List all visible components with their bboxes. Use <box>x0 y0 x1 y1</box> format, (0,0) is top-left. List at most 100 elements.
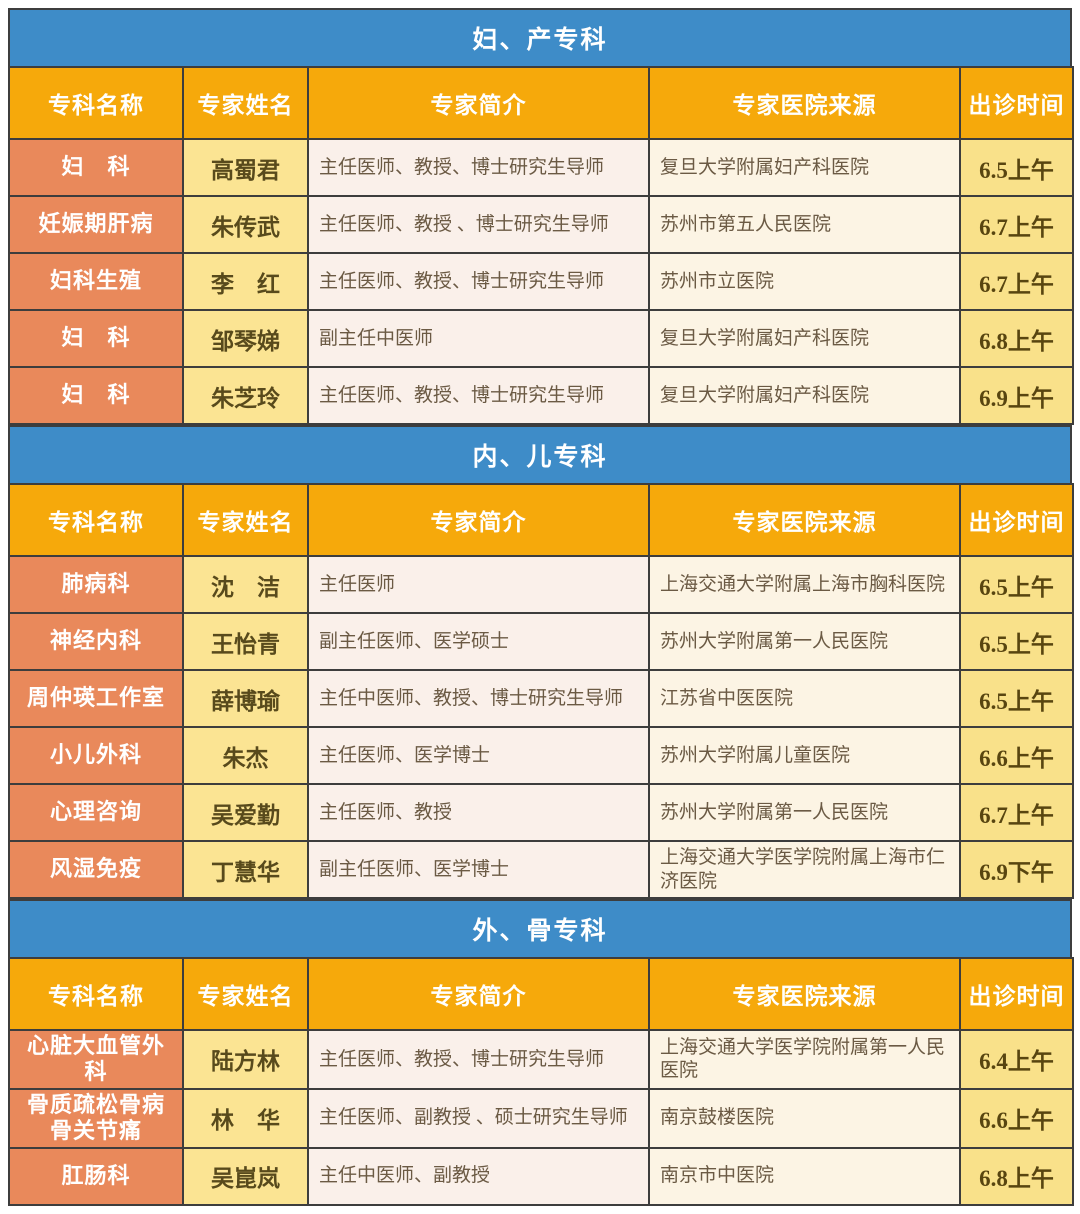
table-row: 神经内科 王怡青 副主任医师、医学硕士 苏州大学附属第一人民医院 6.5上午 <box>8 612 1074 671</box>
specialty-cell: 妇科生殖 <box>8 252 184 311</box>
table-row: 妇科生殖李 红主任医师、教授、博士研究生导师 苏州市立医院 6.7上午 <box>8 252 1074 311</box>
table-row: 肺病科沈 洁主任医师 上海交通大学附属上海市胸科医院 6.5上午 <box>8 555 1074 614</box>
table-row: 妇 科朱芝玲 主任医师、教授、博士研究生导师 复旦大学附属妇产科医院 6.9上午 <box>8 366 1074 425</box>
column-header: 出诊时间 <box>959 66 1074 140</box>
section-title-banner: 妇、产专科 <box>8 8 1072 66</box>
specialty-cell: 妊娠期肝病 <box>8 195 184 254</box>
header-row: 专科名称 专家姓名 专家简介 专家医院来源 出诊时间 <box>8 957 1074 1031</box>
hospital-cell: 南京市中医院 <box>648 1146 961 1206</box>
hospital-cell: 苏州市立医院 <box>648 252 961 311</box>
section-title-banner: 内、儿专科 <box>8 425 1072 483</box>
expert-intro-cell: 主任医师、教授、博士研究生导师 <box>307 138 650 197</box>
expert-intro-cell: 主任医师、教授 <box>307 783 650 842</box>
expert-intro-cell: 主任中医师、教授、博士研究生导师 <box>307 669 650 728</box>
column-header: 专家简介 <box>307 66 650 140</box>
visit-time-cell: 6.8上午 <box>959 1146 1074 1206</box>
specialty-cell: 肺病科 <box>8 555 184 614</box>
specialty-cell: 心脏大血管外科 <box>8 1029 184 1090</box>
expert-intro-cell: 主任医师 <box>307 555 650 614</box>
hospital-cell: 上海交通大学医学院附属上海市仁济医院 <box>648 840 961 899</box>
expert-intro-cell: 主任中医师、副教授 <box>307 1146 650 1206</box>
table-row: 风湿免疫 丁慧华 副主任医师、医学博士 上海交通大学医学院附属上海市仁济医院 6.9下午 <box>8 840 1074 899</box>
column-header: 专家医院来源 <box>648 483 961 557</box>
table-row: 妇 科邹琴娣 副主任中医师 复旦大学附属妇产科医院 6.8上午 <box>8 309 1074 368</box>
hospital-cell: 上海交通大学医学院附属第一人民医院 <box>648 1029 961 1090</box>
specialty-section: 外、骨专科 专科名称 专家姓名 专家简介 专家医院来源 出诊时间 心脏大血管外科 陆方林 主任医… <box>8 899 1074 1206</box>
expert-name-cell: 薛博瑜 <box>182 669 309 728</box>
visit-time-cell: 6.5上午 <box>959 612 1074 671</box>
table-row: 妊娠期肝病 朱传武 主任医师、教授 、博士研究生导师 苏州市第五人民医院 6.7上午 <box>8 195 1074 254</box>
expert-name-cell: 高蜀君 <box>182 138 309 197</box>
visit-time-cell: 6.5上午 <box>959 555 1074 614</box>
visit-time-cell: 6.9下午 <box>959 840 1074 899</box>
specialty-cell: 骨质疏松骨病 骨关节痛 <box>8 1087 184 1149</box>
schedule-table: 专科名称 专家姓名 专家简介 专家医院来源 出诊时间 肺病科沈 洁主任医师 上海交通大学附属… <box>8 483 1074 899</box>
table-row: 周仲瑛工作室 薛博瑜 主任中医师、教授、博士研究生导师 江苏省中医医院 6.5上午 <box>8 669 1074 728</box>
expert-intro-cell: 主任医师、副教授 、硕士研究生导师 <box>307 1087 650 1149</box>
hospital-cell: 苏州市第五人民医院 <box>648 195 961 254</box>
column-header: 专家简介 <box>307 957 650 1031</box>
expert-intro-cell: 副主任中医师 <box>307 309 650 368</box>
column-header: 专科名称 <box>8 957 184 1031</box>
expert-name-cell: 王怡青 <box>182 612 309 671</box>
expert-name-cell: 吴崑岚 <box>182 1146 309 1206</box>
specialty-cell: 心理咨询 <box>8 783 184 842</box>
sections-container: 妇、产专科 专科名称 专家姓名 专家简介 专家医院来源 出诊时间妇 科高蜀君 主任医师、教授… <box>8 8 1074 1206</box>
hospital-cell: 苏州大学附属第一人民医院 <box>648 783 961 842</box>
column-header: 专家姓名 <box>182 483 309 557</box>
column-header: 专家姓名 <box>182 957 309 1031</box>
column-header: 专科名称 <box>8 483 184 557</box>
column-header: 专家医院来源 <box>648 66 961 140</box>
visit-time-cell: 6.6上午 <box>959 726 1074 785</box>
visit-time-cell: 6.7上午 <box>959 252 1074 311</box>
hospital-cell: 苏州大学附属儿童医院 <box>648 726 961 785</box>
specialty-cell: 风湿免疫 <box>8 840 184 899</box>
hospital-cell: 复旦大学附属妇产科医院 <box>648 309 961 368</box>
table-row: 心脏大血管外科 陆方林 主任医师、教授、博士研究生导师 上海交通大学医学院附属第一人民… <box>8 1029 1074 1090</box>
specialty-cell: 小儿外科 <box>8 726 184 785</box>
hospital-cell: 江苏省中医医院 <box>648 669 961 728</box>
expert-name-cell: 朱杰 <box>182 726 309 785</box>
specialty-section: 妇、产专科 专科名称 专家姓名 专家简介 专家医院来源 出诊时间妇 科高蜀君 主任医师、教授… <box>8 8 1074 425</box>
expert-intro-cell: 主任医师、教授、博士研究生导师 <box>307 252 650 311</box>
column-header: 专家姓名 <box>182 66 309 140</box>
expert-intro-cell: 主任医师、教授、博士研究生导师 <box>307 1029 650 1090</box>
expert-name-cell: 林 华 <box>182 1087 309 1149</box>
column-header: 专科名称 <box>8 66 184 140</box>
specialty-cell: 肛肠科 <box>8 1146 184 1206</box>
expert-intro-cell: 副主任医师、医学博士 <box>307 840 650 899</box>
hospital-cell: 上海交通大学附属上海市胸科医院 <box>648 555 961 614</box>
expert-name-cell: 朱芝玲 <box>182 366 309 425</box>
visit-time-cell: 6.5上午 <box>959 669 1074 728</box>
specialty-cell: 妇 科 <box>8 309 184 368</box>
expert-name-cell: 邹琴娣 <box>182 309 309 368</box>
hospital-cell: 南京鼓楼医院 <box>648 1087 961 1149</box>
expert-intro-cell: 主任医师、教授 、博士研究生导师 <box>307 195 650 254</box>
schedule-table: 专科名称 专家姓名 专家简介 专家医院来源 出诊时间 心脏大血管外科 陆方林 主任医师、教授、… <box>8 957 1074 1206</box>
specialty-cell: 妇 科 <box>8 138 184 197</box>
expert-name-cell: 李 红 <box>182 252 309 311</box>
table-row: 肛肠科 吴崑岚 主任中医师、副教授 南京市中医院 6.8上午 <box>8 1146 1074 1206</box>
column-header: 出诊时间 <box>959 483 1074 557</box>
schedule-table: 专科名称 专家姓名 专家简介 专家医院来源 出诊时间妇 科高蜀君 主任医师、教授、博士研究… <box>8 66 1074 425</box>
visit-time-cell: 6.7上午 <box>959 195 1074 254</box>
hospital-cell: 苏州大学附属第一人民医院 <box>648 612 961 671</box>
expert-name-cell: 朱传武 <box>182 195 309 254</box>
specialty-cell: 妇 科 <box>8 366 184 425</box>
specialty-cell: 神经内科 <box>8 612 184 671</box>
table-row: 小儿外科 朱杰 主任医师、医学博士 苏州大学附属儿童医院 6.6上午 <box>8 726 1074 785</box>
expert-name-cell: 陆方林 <box>182 1029 309 1090</box>
table-row: 心理咨询 吴爱勤 主任医师、教授 苏州大学附属第一人民医院 6.7上午 <box>8 783 1074 842</box>
visit-time-cell: 6.5上午 <box>959 138 1074 197</box>
expert-name-cell: 沈 洁 <box>182 555 309 614</box>
expert-name-cell: 吴爱勤 <box>182 783 309 842</box>
specialty-section: 内、儿专科 专科名称 专家姓名 专家简介 专家医院来源 出诊时间 肺病科沈 洁主任医师 上海交… <box>8 425 1074 899</box>
expert-name-cell: 丁慧华 <box>182 840 309 899</box>
expert-intro-cell: 主任医师、教授、博士研究生导师 <box>307 366 650 425</box>
expert-intro-cell: 主任医师、医学博士 <box>307 726 650 785</box>
expert-intro-cell: 副主任医师、医学硕士 <box>307 612 650 671</box>
table-row: 骨质疏松骨病 骨关节痛林 华主任医师、副教授 、硕士研究生导师 南京鼓楼医院 6.6… <box>8 1087 1074 1149</box>
hospital-cell: 复旦大学附属妇产科医院 <box>648 366 961 425</box>
visit-time-cell: 6.7上午 <box>959 783 1074 842</box>
